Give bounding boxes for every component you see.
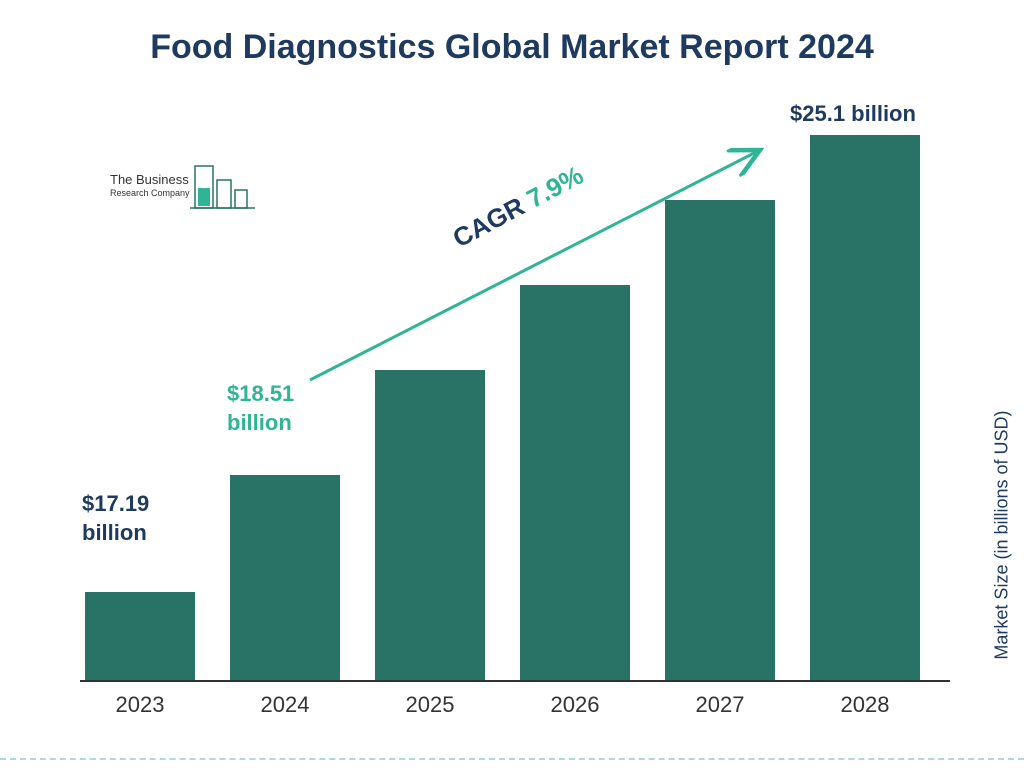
y-axis-label: Market Size (in billions of USD) <box>992 411 1013 660</box>
cagr-label: CAGR <box>448 191 530 253</box>
bar-2028 <box>810 135 920 680</box>
x-label-2025: 2025 <box>360 692 500 718</box>
bar-2026 <box>520 285 630 680</box>
bar-2027 <box>665 200 775 680</box>
chart-baseline <box>80 680 950 682</box>
x-label-2027: 2027 <box>650 692 790 718</box>
x-label-2028: 2028 <box>795 692 935 718</box>
x-label-2023: 2023 <box>70 692 210 718</box>
cagr-value: 7.9% <box>522 160 588 214</box>
value-label-2: $25.1 billion <box>790 100 916 129</box>
logo-line2: Research Company <box>110 188 190 199</box>
chart-title: Food Diagnostics Global Market Report 20… <box>0 28 1024 67</box>
bottom-border <box>0 758 1024 760</box>
cagr-label-group: CAGR 7.9% <box>448 160 589 255</box>
bar-2024 <box>230 475 340 680</box>
value-label-1: $18.51billion <box>227 380 294 437</box>
bar-2023 <box>85 592 195 680</box>
value-label-0: $17.19billion <box>82 490 149 547</box>
x-label-2024: 2024 <box>215 692 355 718</box>
logo-line1: The Business <box>110 172 190 188</box>
company-logo-text: The Business Research Company <box>110 172 190 198</box>
bar-2025 <box>375 370 485 680</box>
x-label-2026: 2026 <box>505 692 645 718</box>
